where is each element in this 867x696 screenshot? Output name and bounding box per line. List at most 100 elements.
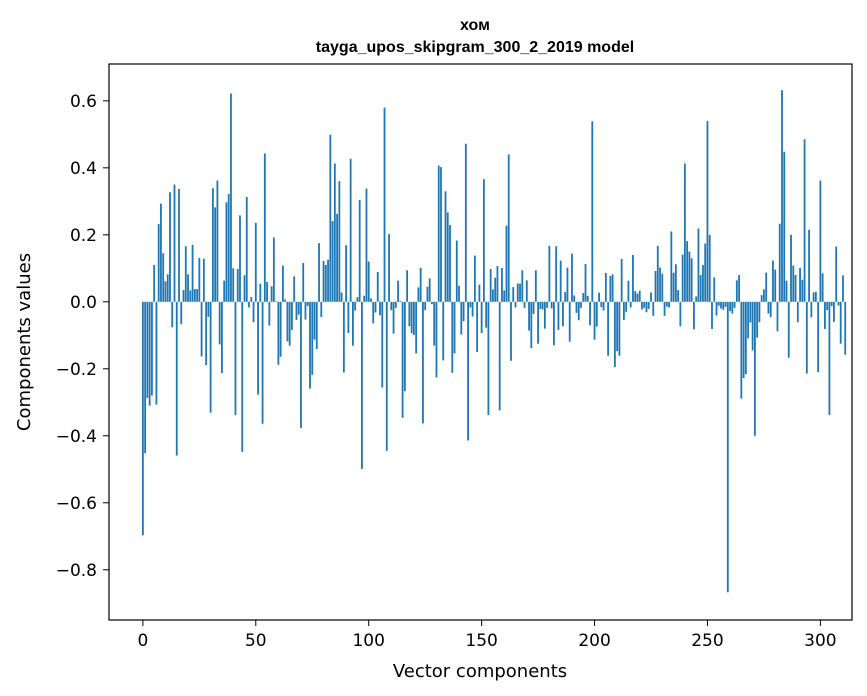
bar	[417, 287, 420, 302]
bar	[315, 301, 318, 350]
bar	[455, 240, 458, 302]
bar	[742, 301, 745, 379]
bar	[232, 268, 235, 302]
bar	[180, 301, 183, 325]
bar	[613, 301, 616, 368]
bar	[659, 267, 661, 302]
bar	[573, 295, 576, 302]
bar	[679, 301, 682, 327]
y-tick-label: 0.0	[70, 293, 97, 313]
bar	[521, 270, 524, 302]
bar	[218, 301, 221, 345]
bar	[498, 301, 501, 411]
bar	[284, 299, 287, 302]
bar	[697, 228, 700, 302]
bar	[248, 301, 250, 308]
bar	[324, 264, 327, 302]
bar	[681, 254, 684, 302]
bar	[146, 301, 149, 398]
bar	[774, 269, 777, 302]
bar	[708, 234, 711, 302]
y-tick-label: −0.8	[56, 561, 97, 581]
bar	[817, 301, 820, 373]
bar	[722, 301, 725, 310]
bar	[776, 301, 779, 332]
bar	[824, 301, 826, 329]
x-tick-label: 250	[691, 631, 723, 651]
bar	[196, 289, 198, 302]
bar	[266, 282, 268, 302]
bar	[803, 139, 806, 302]
bar	[790, 234, 792, 302]
y-tick-label: −0.4	[56, 427, 97, 447]
bar	[211, 188, 214, 302]
bar	[169, 192, 171, 302]
bar	[333, 163, 336, 302]
bar	[374, 301, 377, 313]
bar	[239, 215, 241, 302]
bar	[428, 278, 431, 302]
bar	[480, 301, 483, 333]
bar	[733, 301, 736, 308]
bar	[234, 301, 237, 416]
bar	[363, 295, 366, 302]
bar	[715, 301, 718, 316]
bar	[354, 301, 357, 311]
bar	[482, 179, 485, 302]
bar	[582, 293, 585, 302]
bar	[830, 301, 833, 307]
bar	[652, 301, 655, 316]
y-axis-ticks: −0.8 −0.6 −0.4 −0.2 0.0 0.2 0.4 0.6	[56, 92, 109, 581]
bar	[272, 237, 275, 302]
bar	[403, 301, 406, 392]
bar	[591, 121, 594, 302]
bar	[293, 276, 296, 302]
bar	[512, 287, 515, 302]
bar	[216, 180, 219, 302]
bar	[435, 301, 438, 378]
bar	[665, 301, 668, 307]
bar	[555, 246, 558, 302]
bar	[812, 292, 815, 302]
bar	[300, 301, 302, 429]
bar	[460, 301, 463, 335]
bar	[320, 301, 323, 317]
bar	[263, 153, 266, 302]
bar	[751, 301, 754, 351]
bar	[632, 254, 634, 302]
bar	[408, 301, 411, 327]
y-tick-label: 0.2	[70, 226, 97, 246]
bar	[198, 257, 201, 302]
bar	[489, 268, 492, 302]
bar	[819, 180, 822, 302]
bar	[695, 296, 698, 302]
bar	[365, 188, 368, 302]
bar	[189, 290, 192, 302]
bar	[543, 301, 546, 329]
bar	[559, 260, 562, 302]
bar	[160, 203, 162, 302]
bar	[564, 292, 567, 302]
bar	[243, 275, 246, 302]
bar	[388, 234, 390, 302]
bar	[634, 291, 637, 302]
bar	[720, 301, 722, 309]
bar	[785, 280, 788, 302]
bar	[261, 301, 264, 424]
bar	[349, 158, 352, 302]
bar	[706, 120, 709, 302]
bar	[618, 301, 621, 356]
bar	[494, 277, 497, 302]
bar	[370, 298, 372, 302]
bar	[589, 301, 591, 326]
bar	[336, 214, 338, 302]
bar	[390, 301, 393, 311]
bar	[449, 225, 451, 302]
y-tick-label: 0.4	[70, 159, 97, 179]
bar	[473, 255, 476, 302]
bar	[758, 301, 761, 323]
bar	[677, 290, 680, 302]
x-tick-label: 150	[465, 631, 497, 651]
bar	[458, 285, 460, 302]
bar	[230, 93, 232, 302]
